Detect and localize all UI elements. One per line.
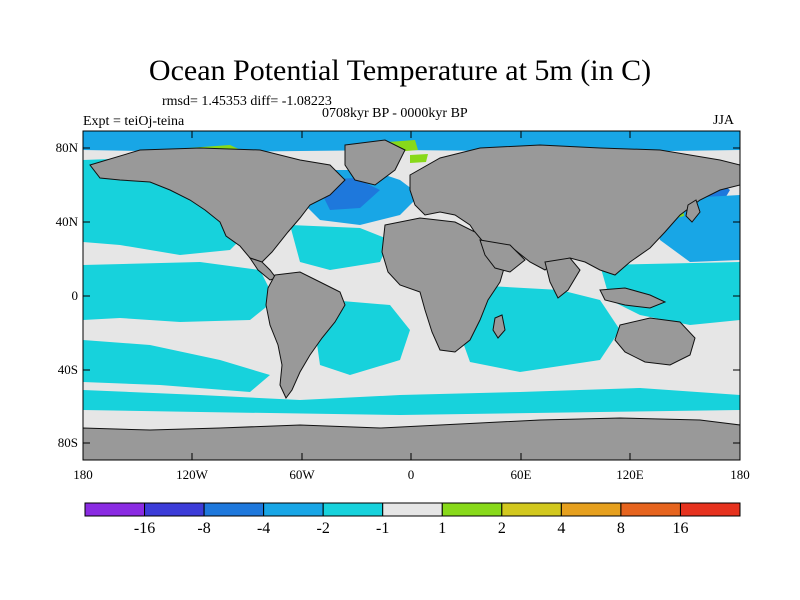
colorbar-bin xyxy=(145,503,205,516)
colorbar-tick-label: -1 xyxy=(363,521,403,537)
lon-label-60e: 60E xyxy=(491,468,551,481)
lat-label-0: 0 xyxy=(38,289,78,302)
lon-label-60w: 60W xyxy=(272,468,332,481)
colorbar-tick-label: 2 xyxy=(482,521,522,537)
colorbar-tick-label: 16 xyxy=(660,521,700,537)
colorbar-bin xyxy=(204,503,264,516)
colorbar xyxy=(85,503,740,516)
anomaly-patch xyxy=(83,262,275,322)
anomaly-patch xyxy=(410,154,428,163)
lat-label-40s: 40S xyxy=(38,363,78,376)
colorbar-tick-label: 1 xyxy=(422,521,462,537)
colorbar-bin xyxy=(323,503,383,516)
lat-label-40n: 40N xyxy=(38,215,78,228)
lon-label-120w: 120W xyxy=(162,468,222,481)
colorbar-tick-label: 8 xyxy=(601,521,641,537)
colorbar-bin xyxy=(502,503,562,516)
colorbar-bin xyxy=(621,503,681,516)
colorbar-bin xyxy=(264,503,324,516)
colorbar-bin xyxy=(561,503,621,516)
colorbar-tick-label: -4 xyxy=(244,521,284,537)
lon-label-180w: 180 xyxy=(53,468,113,481)
lat-label-80s: 80S xyxy=(38,436,78,449)
colorbar-tick-label: -2 xyxy=(303,521,343,537)
lat-label-80n: 80N xyxy=(38,141,78,154)
colorbar-bin xyxy=(680,503,740,516)
lon-label-180e: 180 xyxy=(710,468,770,481)
colorbar-bin xyxy=(442,503,502,516)
colorbar-tick-label: -16 xyxy=(125,521,165,537)
colorbar-bin xyxy=(85,503,145,516)
lon-label-120e: 120E xyxy=(600,468,660,481)
lon-label-0: 0 xyxy=(381,468,441,481)
colorbar-tick-label: -8 xyxy=(184,521,224,537)
colorbar-bin xyxy=(383,503,443,516)
map-figure xyxy=(0,0,800,600)
colorbar-tick-label: 4 xyxy=(541,521,581,537)
